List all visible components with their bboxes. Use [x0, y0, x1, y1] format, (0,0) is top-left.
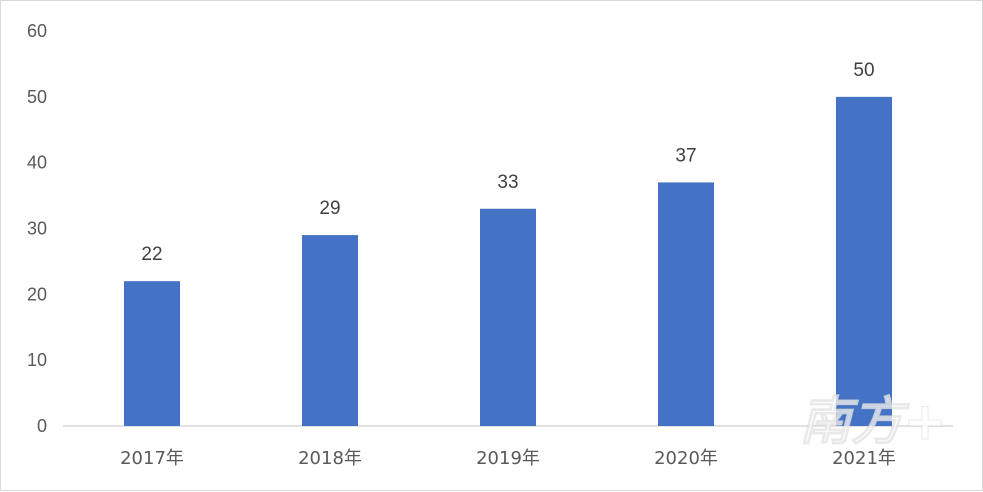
data-label: 50 — [853, 60, 874, 81]
x-tick-label: 2020年 — [654, 448, 718, 469]
y-tick-label: 0 — [37, 416, 47, 436]
data-labels: 22 29 33 37 50 — [141, 60, 874, 265]
data-label: 22 — [141, 244, 162, 265]
bar-2021年 — [836, 96, 892, 426]
x-axis-ticks: 2017年 2018年 2019年 2020年 2021年 — [120, 448, 896, 469]
bar-2018年 — [302, 235, 358, 426]
data-label: 29 — [319, 198, 340, 219]
x-tick-label: 2019年 — [476, 448, 540, 469]
bar-2020年 — [658, 182, 714, 426]
bar-2019年 — [480, 208, 536, 426]
y-tick-label: 30 — [27, 219, 47, 239]
x-tick-label: 2021年 — [832, 448, 896, 469]
y-axis-ticks: 0 10 20 30 40 50 60 — [27, 21, 47, 436]
x-tick-label: 2017年 — [120, 448, 184, 469]
bar-2017年 — [124, 281, 180, 426]
y-tick-label: 40 — [27, 153, 47, 173]
watermark-text: 南方+ — [799, 392, 947, 452]
y-tick-label: 20 — [27, 284, 47, 304]
data-label: 33 — [497, 172, 518, 193]
x-tick-label: 2018年 — [298, 448, 362, 469]
y-tick-label: 60 — [27, 21, 47, 41]
data-label: 37 — [675, 145, 696, 166]
y-tick-label: 10 — [27, 350, 47, 370]
bars — [124, 96, 892, 426]
y-tick-label: 50 — [27, 87, 47, 107]
watermark-logo: 南方+ — [799, 392, 948, 453]
